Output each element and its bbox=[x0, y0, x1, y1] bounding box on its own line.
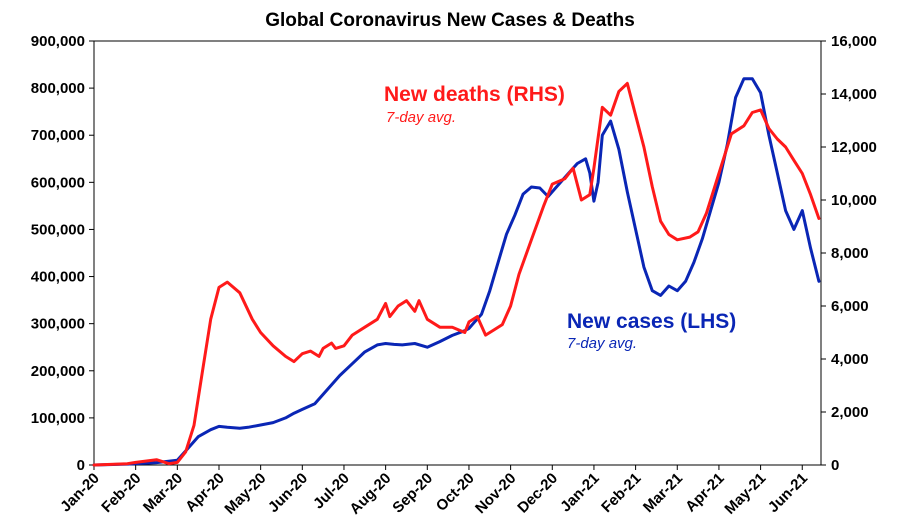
right-axis: 16,000 14,000 12,000 10,000 8,000 6,000 4,000 2… bbox=[821, 33, 877, 474]
left-tick-label: 700,000 bbox=[31, 127, 85, 144]
right-tick-label: 14,000 bbox=[831, 86, 877, 103]
x-tick-label: Apr-21 bbox=[682, 470, 728, 516]
series-layer bbox=[92, 77, 821, 467]
x-tick-label: Dec-20 bbox=[514, 470, 561, 517]
cases-annotation-label: New cases (LHS) bbox=[567, 310, 736, 333]
x-tick-label: Jun-21 bbox=[765, 470, 811, 516]
x-tick-label: Sep-20 bbox=[389, 470, 436, 517]
cases-line bbox=[92, 77, 821, 467]
chart-title: Global Coronavirus New Cases & Deaths bbox=[265, 10, 635, 31]
deaths-annotation-label: New deaths (RHS) bbox=[384, 83, 565, 106]
left-tick-label: 300,000 bbox=[31, 316, 85, 333]
left-axis: 900,000 800,000 700,000 600,000 500,000 400,0… bbox=[31, 33, 94, 474]
x-tick-label: Aug-20 bbox=[346, 470, 394, 518]
x-tick-label: Feb-20 bbox=[98, 470, 144, 516]
x-tick-label: Mar-20 bbox=[140, 470, 186, 516]
right-tick-label: 2,000 bbox=[831, 404, 869, 421]
x-tick-label: Jan-20 bbox=[57, 470, 103, 516]
left-tick-label: 500,000 bbox=[31, 221, 85, 238]
x-tick-label: Nov-20 bbox=[472, 470, 519, 517]
right-tick-label: 6,000 bbox=[831, 298, 869, 315]
x-tick-label: Jun-20 bbox=[265, 470, 311, 516]
deaths-annotation-note: 7-day avg. bbox=[386, 109, 456, 126]
x-tick-label: Mar-21 bbox=[640, 470, 686, 516]
x-tick-label: Feb-21 bbox=[598, 470, 644, 516]
x-axis: Jan-20Feb-20Mar-20Apr-20May-20Jun-20Jul-… bbox=[57, 465, 811, 518]
cases-annotation-note: 7-day avg. bbox=[567, 335, 637, 352]
left-tick-label: 600,000 bbox=[31, 174, 85, 191]
right-tick-label: 0 bbox=[831, 457, 839, 474]
x-tick-label: Oct-20 bbox=[433, 470, 478, 515]
cases-annotation: New cases (LHS) 7-day avg. bbox=[567, 310, 736, 352]
x-tick-label: Jan-21 bbox=[557, 470, 603, 516]
left-tick-label: 800,000 bbox=[31, 80, 85, 97]
left-tick-label: 400,000 bbox=[31, 269, 85, 286]
left-tick-label: 900,000 bbox=[31, 33, 85, 50]
x-tick-label: May-20 bbox=[221, 470, 269, 518]
right-tick-label: 12,000 bbox=[831, 139, 877, 156]
right-tick-label: 10,000 bbox=[831, 192, 877, 209]
x-tick-label: Apr-20 bbox=[182, 470, 228, 516]
left-tick-label: 0 bbox=[77, 457, 85, 474]
deaths-line bbox=[92, 81, 821, 467]
deaths-annotation: New deaths (RHS) 7-day avg. bbox=[384, 83, 565, 126]
left-tick-label: 100,000 bbox=[31, 410, 85, 427]
left-tick-label: 200,000 bbox=[31, 363, 85, 380]
right-tick-label: 16,000 bbox=[831, 33, 877, 50]
right-tick-label: 8,000 bbox=[831, 245, 869, 262]
right-tick-label: 4,000 bbox=[831, 351, 869, 368]
x-tick-label: May-21 bbox=[721, 470, 769, 518]
